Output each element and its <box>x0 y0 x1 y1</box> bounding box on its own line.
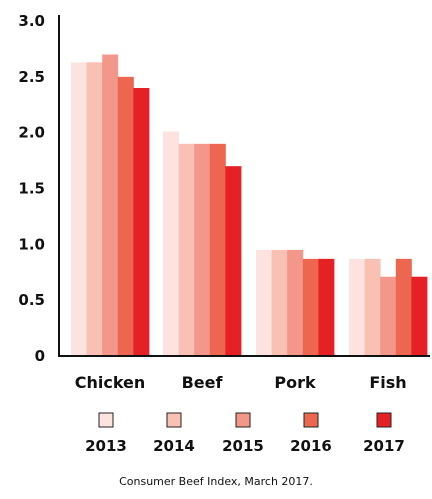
bar-fish-2014 <box>364 258 381 356</box>
bar-pork-2016 <box>302 258 319 356</box>
y-tick-label: 2.5 <box>18 68 45 86</box>
bar-chicken-2017 <box>133 88 150 356</box>
y-tick-label: 3.0 <box>18 12 45 30</box>
bar-pork-2013 <box>256 249 272 356</box>
legend-swatch-2013 <box>98 412 114 428</box>
legend-label-2013: 2013 <box>85 437 127 455</box>
bar-fish-2015 <box>380 276 397 356</box>
y-tick-label: 1.5 <box>18 180 45 198</box>
legend-swatch-2016 <box>303 412 319 428</box>
bar-chicken-2013 <box>71 62 87 357</box>
bar-chicken-2016 <box>117 76 134 356</box>
y-tick-label: 0.5 <box>18 291 45 309</box>
bar-fish-2017 <box>411 276 428 356</box>
bar-pork-2015 <box>287 249 304 356</box>
legend-swatch-2017 <box>376 412 392 428</box>
legend-label-2017: 2017 <box>363 437 405 455</box>
bar-chicken-2015 <box>102 54 119 356</box>
bar-pork-2014 <box>271 249 288 356</box>
legend-label-2015: 2015 <box>222 437 264 455</box>
y-tick-label: 0 <box>35 347 45 365</box>
legend-label-2014: 2014 <box>153 437 195 455</box>
x-category-label: Fish <box>369 373 406 392</box>
bar-beef-2015 <box>194 143 211 356</box>
bar-beef-2016 <box>209 143 226 356</box>
y-tick-label: 1.0 <box>18 235 45 253</box>
x-category-label: Pork <box>274 373 316 392</box>
x-category-label: Chicken <box>75 373 146 392</box>
bar-beef-2017 <box>225 166 242 356</box>
legend-swatch-2015 <box>235 412 251 428</box>
bar-fish-2013 <box>349 258 365 356</box>
source-note: Consumer Beef Index, March 2017. <box>119 475 313 488</box>
y-tick-label: 2.0 <box>18 124 45 142</box>
bar-chicken-2014 <box>86 62 103 357</box>
x-category-label: Beef <box>182 373 224 392</box>
bar-beef-2013 <box>163 131 179 356</box>
bar-fish-2016 <box>395 258 412 356</box>
bar-beef-2014 <box>178 143 195 356</box>
bar-pork-2017 <box>318 258 335 356</box>
legend-swatch-2014 <box>166 412 182 428</box>
legend-label-2016: 2016 <box>290 437 332 455</box>
